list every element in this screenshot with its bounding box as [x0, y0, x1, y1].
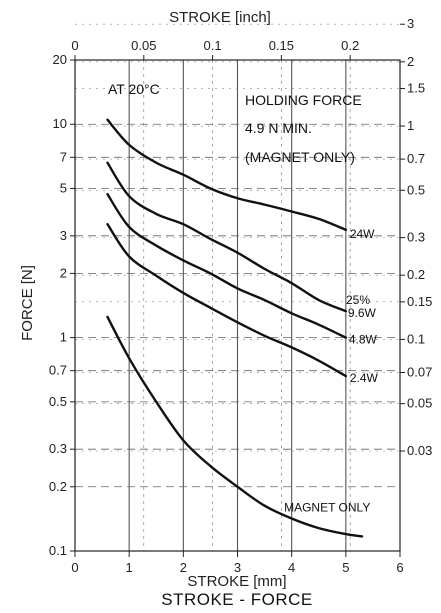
- y-axis-title: FORCE [N]: [19, 265, 36, 341]
- right-tick-label: 0.3: [407, 230, 425, 245]
- top-tick-label: 0.15: [269, 38, 294, 53]
- series-label-24w: 24W: [350, 227, 375, 241]
- right-tick-label: 0.7: [407, 151, 425, 166]
- holding-force-note-line1: HOLDING FORCE: [245, 92, 362, 108]
- right-tick-label: 0.03: [407, 443, 432, 458]
- y-tick-label: 20: [53, 52, 67, 67]
- top-axis-ticks: 0 0.05 0.1 0.15 0.2: [71, 38, 359, 60]
- series-label-2-4w: 2.4W: [350, 371, 379, 385]
- right-tick-label: 1.5: [407, 80, 425, 95]
- top-tick-label: 0.05: [131, 38, 156, 53]
- right-tick-label: 0.07: [407, 364, 432, 379]
- y-tick-label: 10: [53, 116, 67, 131]
- y-tick-label: 0.1: [49, 543, 67, 558]
- right-tick-label: 1: [407, 118, 414, 133]
- series-line-4-8w: [106, 193, 348, 339]
- series-label-magnet-only: MAGNET ONLY: [284, 500, 370, 514]
- x-tick-label: 3: [234, 560, 241, 575]
- series-labels: 24W 9.6W 4.8W 2.4W MAGNET ONLY: [284, 227, 378, 515]
- y-tick-label: 5: [60, 180, 67, 195]
- top-axis-title: STROKE [inch]: [169, 9, 271, 26]
- y-tick-label: 3: [60, 228, 67, 243]
- y-tick-label: 2: [60, 265, 67, 280]
- series-label-4-8w: 4.8W: [349, 333, 378, 347]
- temperature-note: AT 20°C: [108, 81, 160, 97]
- duty-cycle-note: 25%: [346, 293, 370, 307]
- x-tick-label: 6: [396, 560, 403, 575]
- x-axis-ticks: 0 1 2 3 4 5 6: [71, 551, 404, 575]
- y-tick-label: 0.5: [49, 394, 67, 409]
- x-tick-label: 1: [126, 560, 133, 575]
- right-tick-label: 0.5: [407, 182, 425, 197]
- chart-title: STROKE - FORCE: [161, 590, 313, 609]
- right-tick-label: 0.1: [407, 331, 425, 346]
- top-tick-label: 0.2: [341, 38, 359, 53]
- y-tick-label: 0.7: [49, 363, 67, 378]
- series-line-2-4w: [106, 223, 348, 378]
- right-tick-label: 3: [407, 16, 414, 31]
- right-tick-label: 0.05: [407, 396, 432, 411]
- y-tick-label: 0.2: [49, 479, 67, 494]
- series-lines: [106, 118, 364, 538]
- series-line-magnet-only: [106, 315, 364, 538]
- series-label-9-6w: 9.6W: [348, 306, 377, 320]
- right-tick-label: 0.2: [407, 267, 425, 282]
- x-tick-label: 0: [71, 560, 78, 575]
- top-tick-label: 0.1: [204, 38, 222, 53]
- y-tick-label: 0.3: [49, 441, 67, 456]
- y-axis-ticks: 20 10 7 5 3 2 1 0.7 0.5 0.3 0.2 0.1: [49, 52, 75, 558]
- x-tick-label: 5: [342, 560, 349, 575]
- x-axis-title: STROKE [mm]: [187, 573, 286, 590]
- y-tick-label: 1: [60, 330, 67, 345]
- x-tick-label: 2: [180, 560, 187, 575]
- holding-force-note-line2: 4.9 N MIN.: [245, 120, 312, 136]
- right-tick-label: 0.15: [407, 294, 432, 309]
- series-line-24w: [106, 118, 348, 232]
- y-tick-label: 7: [60, 149, 67, 164]
- series-line-9-6w: [106, 161, 348, 313]
- x-tick-label: 4: [288, 560, 295, 575]
- right-axis-ticks: 3 2 1.5 1 0.7 0.5 0.3 0.2 0.15 0.1 0.07 0.05 0.03: [400, 16, 432, 458]
- right-tick-label: 2: [407, 54, 414, 69]
- holding-force-note-line3: (MAGNET ONLY): [245, 149, 355, 165]
- top-tick-label: 0: [71, 38, 78, 53]
- grid-lines: [75, 23, 400, 551]
